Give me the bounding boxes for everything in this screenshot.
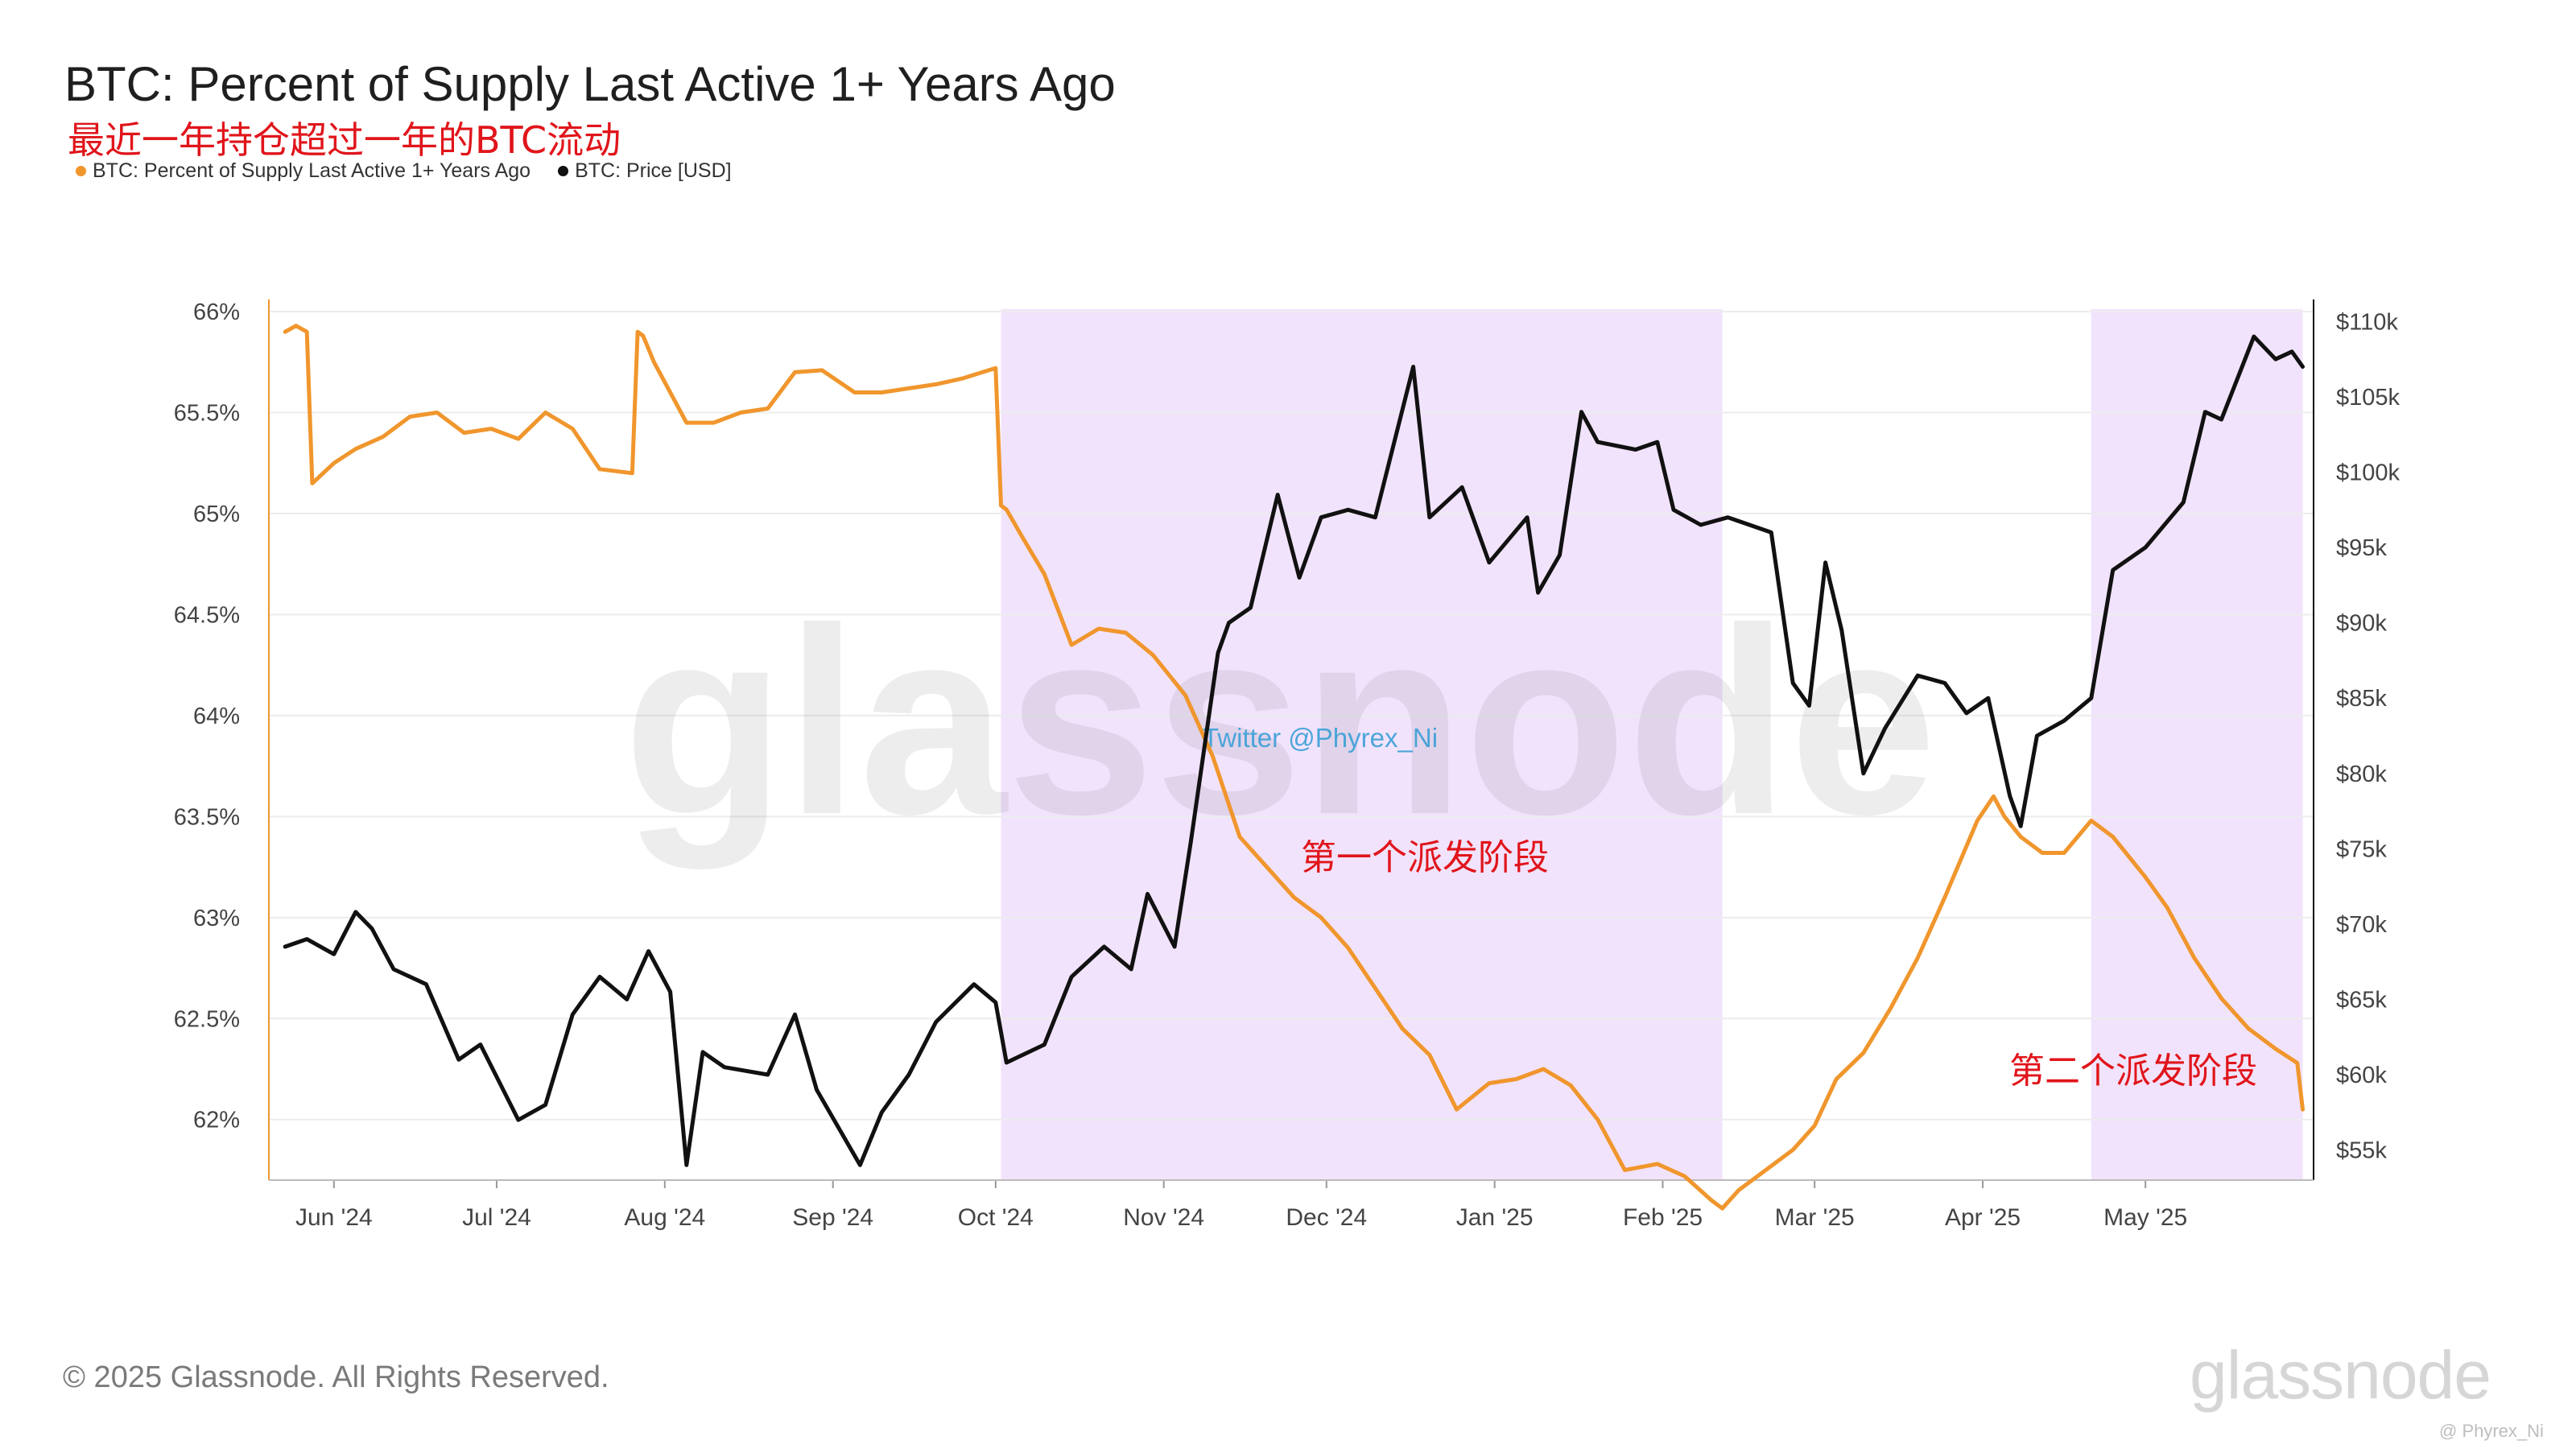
y-left-tick-label: 64.5% — [174, 602, 240, 628]
y-right-tick-label: $60k — [2336, 1063, 2387, 1088]
copyright-text: © 2025 Glassnode. All Rights Reserved. — [63, 1360, 609, 1394]
legend-swatch-price — [558, 166, 569, 176]
y-right-tick-label: $75k — [2336, 836, 2387, 862]
x-tick-label: Sep '24 — [792, 1204, 873, 1231]
y-right-tick-label: $90k — [2336, 611, 2387, 637]
x-tick-label: Apr '25 — [1945, 1204, 2021, 1231]
y-left-tick-label: 63.5% — [174, 804, 240, 830]
x-tick-label: Nov '24 — [1123, 1204, 1204, 1231]
y-right-tick-label: $80k — [2336, 762, 2387, 787]
highlight-region-1 — [1001, 309, 1723, 1180]
y-left-tick-label: 65% — [193, 502, 240, 527]
watermark-logo: glassnode — [623, 572, 1937, 871]
x-tick-label: Jul '24 — [462, 1204, 531, 1231]
chart-subtitle: 最近一年持仓超过一年的BTC流动 — [68, 118, 621, 162]
x-tick-label: Jan '25 — [1456, 1204, 1534, 1231]
legend-label-price: BTC: Price [USD] — [575, 159, 732, 182]
y-right-tick-label: $110k — [2336, 309, 2398, 335]
y-left-tick-label: 63% — [193, 906, 240, 931]
watermark-twitter: Twitter @Phyrex_Ni — [1203, 723, 1438, 753]
legend-item-price[interactable]: BTC: Price [USD] — [558, 159, 732, 183]
legend-swatch-supply — [76, 166, 86, 176]
y-right-tick-label: $55k — [2336, 1138, 2387, 1164]
y-right-tick-label: $85k — [2336, 686, 2387, 712]
y-left-tick-label: 62.5% — [174, 1006, 240, 1032]
series-line-price — [283, 334, 2305, 1167]
legend: BTC: Percent of Supply Last Active 1+ Ye… — [76, 159, 732, 183]
region-label-2: 第二个派发阶段 — [2009, 1051, 2257, 1091]
y-right-tick-label: $100k — [2336, 460, 2401, 486]
y-right-tick-label: $65k — [2336, 987, 2387, 1013]
x-tick-label: Dec '24 — [1286, 1204, 1367, 1231]
legend-label-supply: BTC: Percent of Supply Last Active 1+ Ye… — [93, 159, 531, 182]
y-left-tick-label: 65.5% — [174, 401, 240, 427]
y-right-tick-label: $70k — [2336, 912, 2387, 938]
region-label-1: 第一个派发阶段 — [1301, 838, 1549, 877]
x-tick-label: May '25 — [2103, 1204, 2187, 1231]
y-right-tick-label: $95k — [2336, 535, 2387, 561]
series-line-supply — [283, 324, 2305, 1211]
x-tick-label: Jun '24 — [295, 1204, 373, 1231]
credit-text: @ Phyrex_Ni — [2439, 1421, 2544, 1441]
x-tick-label: Oct '24 — [958, 1204, 1034, 1231]
y-left-tick-label: 66% — [193, 299, 240, 325]
legend-item-supply[interactable]: BTC: Percent of Supply Last Active 1+ Ye… — [76, 159, 530, 183]
y-left-tick-label: 64% — [193, 704, 240, 729]
y-right-tick-label: $105k — [2336, 385, 2401, 411]
x-tick-label: Aug '24 — [624, 1204, 705, 1231]
glassnode-logo: glassnode — [2190, 1337, 2491, 1413]
x-tick-label: Mar '25 — [1775, 1204, 1855, 1231]
chart-title: BTC: Percent of Supply Last Active 1+ Ye… — [64, 57, 1116, 111]
y-left-tick-label: 62% — [193, 1108, 240, 1133]
x-tick-label: Feb '25 — [1623, 1204, 1703, 1231]
